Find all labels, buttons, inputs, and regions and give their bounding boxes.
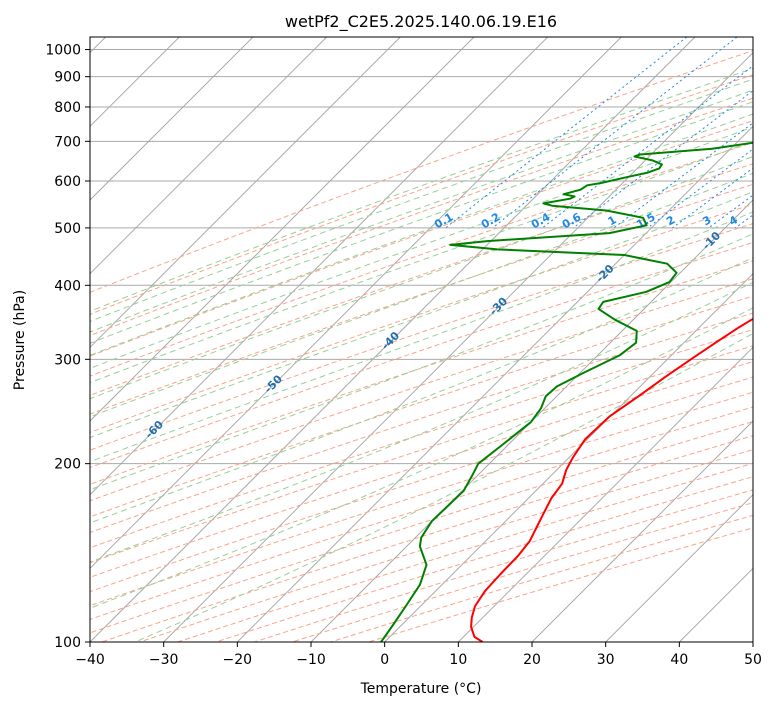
chart-title: wetPf2_C2E5.2025.140.06.19.E16 [285, 12, 557, 32]
dry-adiabat [90, 278, 753, 502]
isotherm-line [531, 420, 753, 642]
mixing-ratio-line [445, 37, 688, 229]
moist-adiabat [90, 172, 753, 418]
x-tick-label: −20 [223, 652, 253, 668]
x-axis: −40 −30 −20 −10 0 10 20 30 40 50 [75, 642, 762, 668]
dry-adiabat [90, 345, 753, 564]
moist-adiabat [90, 101, 753, 344]
temperature-profile [470, 317, 753, 642]
x-tick-label: 30 [597, 652, 615, 668]
moist-adiabat [90, 155, 753, 400]
moist-adiabat [90, 89, 753, 333]
moist-adiabat [90, 281, 753, 563]
isotherm-label: -70 [19, 467, 42, 490]
mixing-ratio-line [492, 37, 738, 229]
mixing-ratio-label: 1 [606, 213, 619, 228]
dry-adiabat [90, 260, 753, 485]
y-tick-label: 200 [54, 457, 81, 473]
mixing-ratio-line [572, 90, 753, 229]
x-tick-label: 0 [380, 652, 389, 668]
mixing-ratio-line [734, 214, 753, 229]
y-axis: 100 200 300 400 500 600 700 800 900 1000 [45, 43, 90, 651]
moist-adiabat [90, 78, 753, 323]
dry-adiabat [90, 163, 753, 396]
moist-adiabat [90, 140, 753, 384]
isotherm-line [90, 37, 696, 642]
moist-adiabat [90, 67, 753, 312]
isotherm-line [90, 37, 549, 496]
y-tick-label: 1000 [45, 43, 81, 59]
dry-adiabat [90, 223, 753, 451]
plot-frame [89, 36, 754, 643]
dry-adiabat [90, 376, 753, 593]
isotherm-line [678, 567, 753, 642]
series-layer [380, 141, 753, 642]
y-tick-label: 600 [54, 174, 81, 190]
mixing-ratio-line [613, 122, 753, 229]
moist-adiabat [90, 211, 753, 463]
dry-adiabat [90, 50, 753, 293]
dry-adiabat [90, 241, 753, 469]
isotherm-line [457, 346, 753, 642]
y-tick-label: 400 [54, 278, 81, 294]
moist-adiabat [90, 113, 753, 356]
y-axis-title: Pressure (hPa) [12, 290, 28, 390]
isotherm-line [752, 641, 753, 642]
isotherm-line [384, 272, 753, 642]
isotherm-line [163, 51, 753, 642]
x-tick-label: 10 [449, 652, 467, 668]
isotherm-line [605, 493, 753, 642]
dry-adiabat [90, 329, 753, 549]
dry-adiabat [292, 502, 753, 642]
moist-adiabat [134, 332, 753, 642]
dry-adiabat [90, 97, 753, 337]
mixing-ratio-label: 4 [727, 213, 740, 228]
isotherm-line [310, 199, 753, 642]
isotherm-line [90, 37, 254, 201]
y-tick-label: 300 [54, 352, 81, 368]
y-tick-label: 700 [54, 134, 81, 150]
dry-adiabat [90, 295, 753, 518]
isotherm-line [90, 37, 475, 422]
x-tick-label: −30 [149, 652, 179, 668]
mixing-ratio-line [672, 167, 753, 229]
isotherm-line [90, 37, 622, 570]
x-tick-label: −10 [296, 652, 326, 668]
isotherm-line [90, 37, 401, 349]
y-tick-label: 900 [54, 70, 81, 86]
isotherm-line [236, 125, 753, 642]
dry-adiabat [90, 312, 753, 534]
dry-adiabat [177, 462, 753, 642]
y-tick-label: 800 [54, 100, 81, 116]
x-axis-title: Temperature (°C) [360, 681, 482, 697]
background-lines [90, 37, 753, 642]
moist-adiabat [90, 126, 753, 369]
y-tick-label: 500 [54, 221, 81, 237]
x-tick-label: −40 [75, 652, 105, 668]
dewpoint-profile [380, 141, 753, 642]
dry-adiabat [90, 391, 753, 607]
x-tick-label: 40 [670, 652, 688, 668]
x-tick-label: 20 [523, 652, 541, 668]
dry-adiabat [90, 142, 753, 377]
y-tick-label: 100 [54, 635, 81, 651]
moist-adiabat [90, 256, 753, 524]
x-tick-label: 50 [744, 652, 762, 668]
isotherm-line [90, 37, 328, 275]
dry-adiabat [101, 435, 753, 642]
